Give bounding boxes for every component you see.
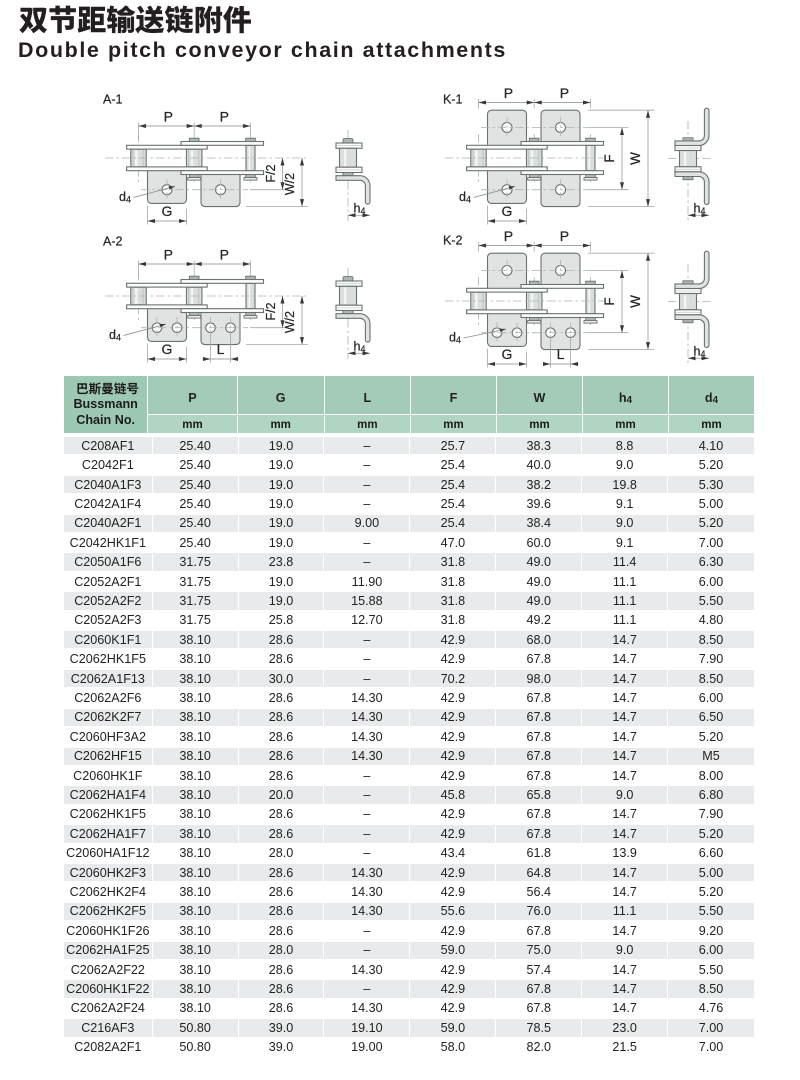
svg-text:d4: d4 [449,331,461,346]
svg-text:d4: d4 [459,190,471,205]
svg-text:G: G [162,203,173,219]
svg-text:P: P [560,228,569,244]
svg-text:F: F [602,154,617,162]
svg-text:P: P [220,109,229,125]
svg-text:F/2: F/2 [264,164,278,182]
svg-text:P: P [164,109,173,125]
svg-text:P: P [220,247,229,263]
svg-text:F/2: F/2 [264,302,278,320]
svg-text:K-2: K-2 [443,234,463,248]
svg-text:P: P [560,85,569,101]
svg-text:L: L [217,341,225,357]
svg-text:K-1: K-1 [443,93,463,107]
svg-text:d4: d4 [119,190,131,205]
svg-text:A-1: A-1 [103,93,123,107]
svg-text:F: F [602,297,617,305]
svg-text:G: G [502,346,513,362]
svg-text:W: W [628,295,643,308]
svg-text:d4: d4 [109,328,121,343]
svg-text:G: G [502,203,513,219]
svg-text:P: P [504,85,513,101]
svg-text:W: W [628,152,643,165]
svg-text:A-2: A-2 [103,235,123,249]
svg-text:W/2: W/2 [283,311,297,333]
svg-text:L: L [557,346,565,362]
svg-text:G: G [162,341,173,357]
svg-text:P: P [504,228,513,244]
svg-text:P: P [164,247,173,263]
svg-text:W/2: W/2 [283,173,297,195]
